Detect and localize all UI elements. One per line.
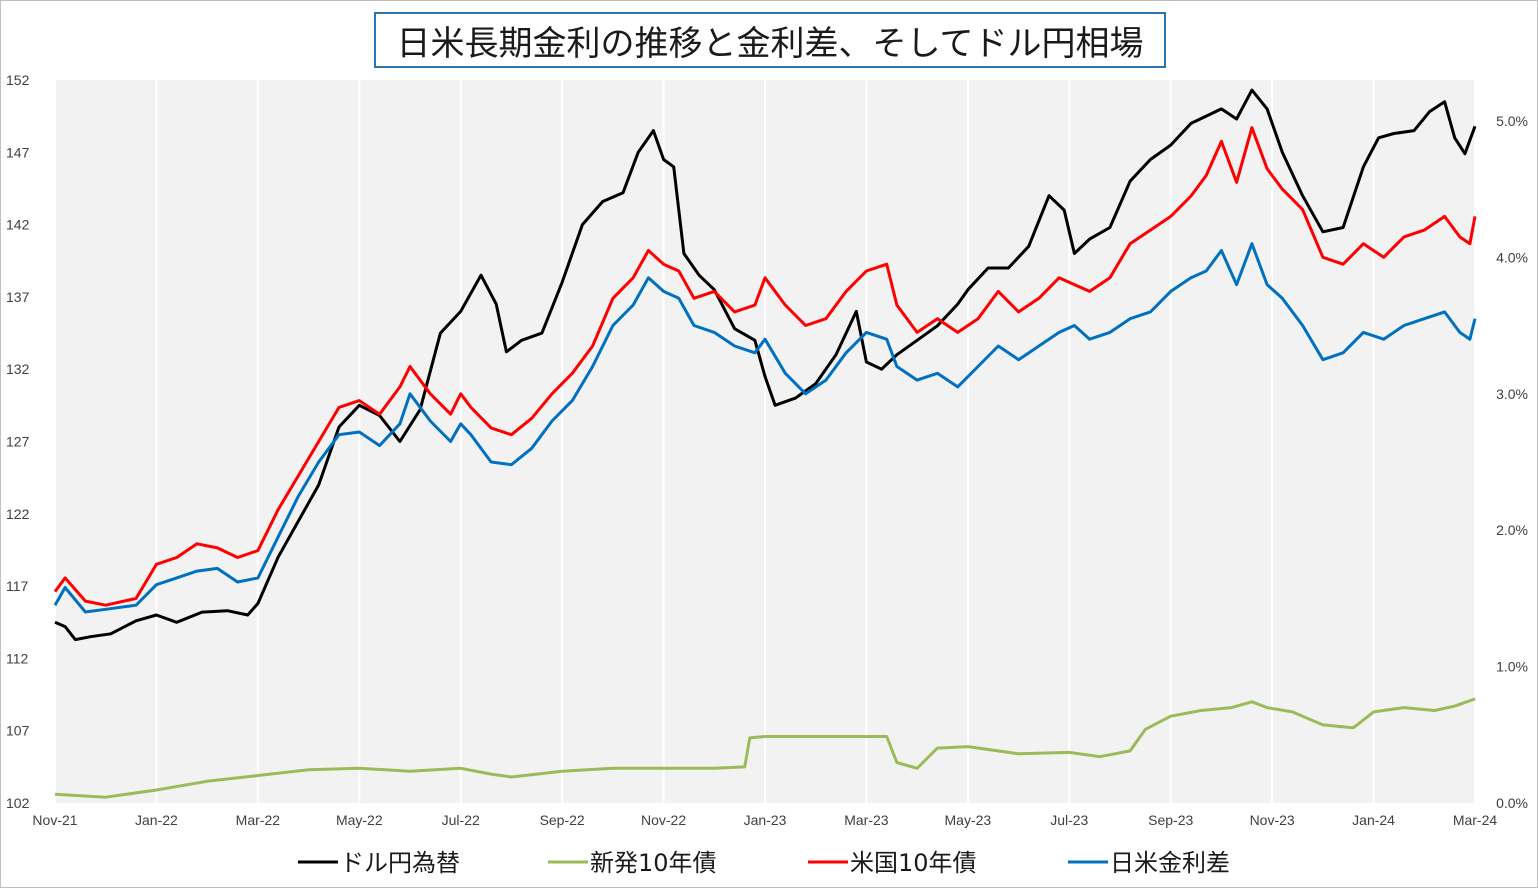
x-tick-label: Sep-22 xyxy=(540,812,585,828)
y-left-tick-label: 122 xyxy=(6,506,30,522)
y-left-tick-label: 127 xyxy=(6,434,30,450)
legend-label: ドル円為替 xyxy=(340,849,460,877)
legend-label: 新発10年債 xyxy=(590,849,717,877)
chart-title: 日米長期金利の推移と金利差、そしてドル円相場 xyxy=(374,12,1166,68)
y-right-tick-label: 0.0% xyxy=(1496,795,1528,811)
y-right-axis: 5.0% 4.0% 3.0% 2.0% 1.0% 0.0% xyxy=(1496,113,1528,811)
y-left-tick-label: 137 xyxy=(6,289,30,305)
series-line-3 xyxy=(53,126,1477,607)
y-right-tick-label: 4.0% xyxy=(1496,249,1528,265)
y-right-tick-label: 3.0% xyxy=(1496,386,1528,402)
y-left-tick-label: 117 xyxy=(6,578,29,594)
x-tick-label: May-22 xyxy=(336,812,383,828)
y-left-tick-label: 132 xyxy=(6,361,30,377)
x-tick-label: Nov-22 xyxy=(641,812,686,828)
y-left-tick-label: 142 xyxy=(6,217,30,233)
x-tick-label: Nov-21 xyxy=(32,812,77,828)
y-right-tick-label: 1.0% xyxy=(1496,659,1528,675)
y-left-tick-label: 112 xyxy=(6,650,29,666)
x-tick-label: Sep-23 xyxy=(1148,812,1193,828)
x-tick-label: Mar-23 xyxy=(844,812,889,828)
x-tick-label: Jul-23 xyxy=(1050,812,1088,828)
y-left-tick-label: 147 xyxy=(6,144,30,160)
y-left-axis: 152 147 142 137 132 127 122 117 112 107 102 xyxy=(6,72,30,811)
y-left-tick-label: 152 xyxy=(6,72,30,88)
x-tick-label: Jul-22 xyxy=(442,812,480,828)
x-tick-label: Jan-22 xyxy=(135,812,178,828)
series-line-4 xyxy=(53,242,1477,614)
y-right-tick-label: 5.0% xyxy=(1496,113,1528,129)
legend-label: 日米金利差 xyxy=(1110,849,1230,877)
x-axis: Nov-21 Jan-22 Mar-22 May-22 Jul-22 Sep-22 Nov-… xyxy=(32,812,1497,828)
legend-label: 米国10年債 xyxy=(850,849,977,877)
x-tick-label: Mar-24 xyxy=(1453,812,1498,828)
grid-lines xyxy=(54,80,1476,803)
series-line-1 xyxy=(54,88,1477,642)
legend: ドル円為替 新発10年債 米国10年債 日米金利差 xyxy=(298,849,1230,877)
x-tick-label: Jan-24 xyxy=(1352,812,1395,828)
x-tick-label: Jan-23 xyxy=(744,812,787,828)
y-left-tick-label: 107 xyxy=(6,723,30,739)
x-tick-label: May-23 xyxy=(945,812,992,828)
series-lines xyxy=(53,88,1477,799)
x-tick-label: Nov-23 xyxy=(1250,812,1295,828)
y-left-tick-label: 102 xyxy=(6,795,30,811)
y-right-tick-label: 2.0% xyxy=(1496,522,1528,538)
x-tick-label: Mar-22 xyxy=(236,812,281,828)
series-line-2 xyxy=(54,697,1476,799)
